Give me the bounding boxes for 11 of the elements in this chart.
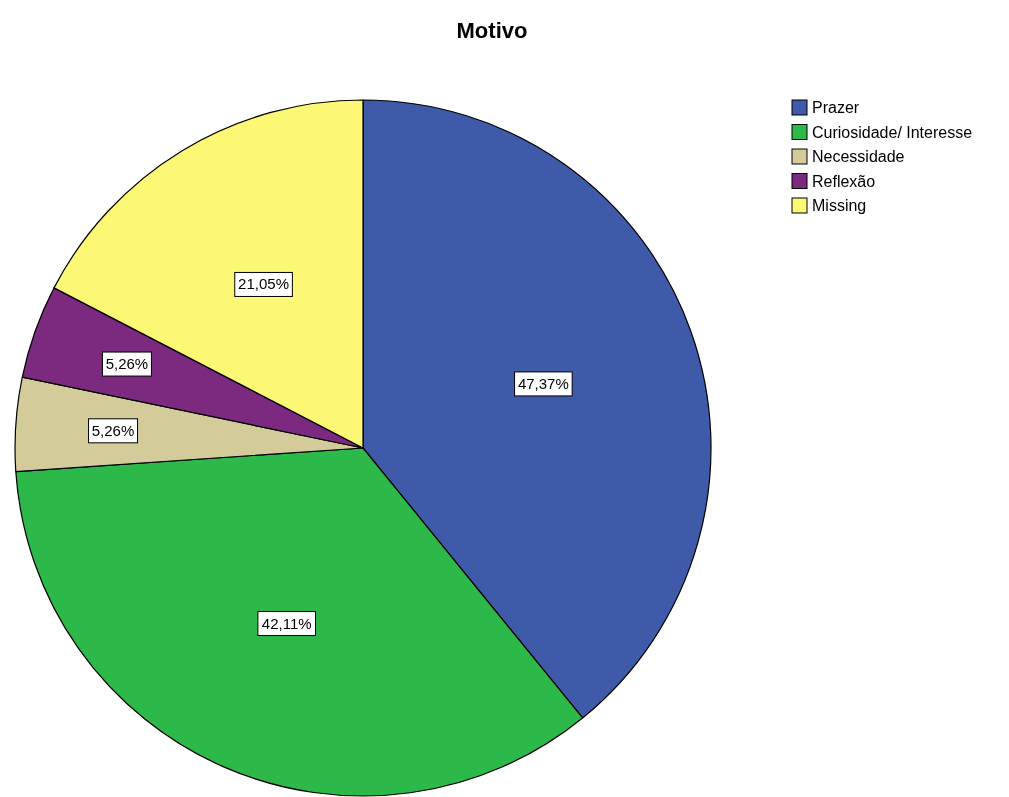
legend-label: Reflexão [812,172,876,190]
chart-title: Motivo [456,18,528,43]
data-label: 5,26% [91,421,135,439]
data-label: 47,37% [517,374,569,392]
data-label: 42,11% [261,614,312,632]
data-label: 21,05% [238,275,289,293]
legend-label: Prazer [812,99,860,116]
legend-label: Necessidade [812,148,905,165]
legend-label: Curiosidade/ Interesse [812,123,973,141]
legend-label: Missing [812,197,867,214]
data-label: 5,26% [105,355,149,373]
